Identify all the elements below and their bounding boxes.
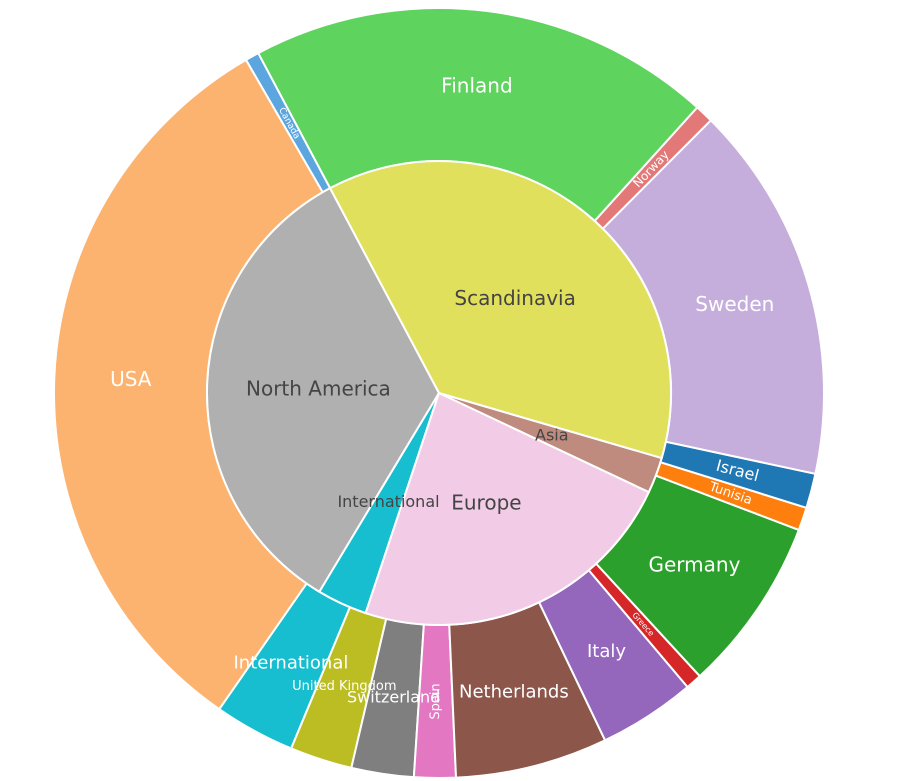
outer-label-spain: Spain — [428, 683, 443, 719]
outer-label-germany: Germany — [649, 552, 741, 576]
inner-label-asia: Asia — [535, 425, 569, 444]
inner-label-north-america: North America — [246, 376, 391, 400]
inner-segment-europe[interactable] — [364, 391, 651, 626]
outer-label-finland: Finland — [441, 73, 512, 97]
inner-segment-scandinavia[interactable] — [328, 160, 672, 460]
inner-label-international: International — [337, 492, 439, 511]
outer-label-international: International — [233, 653, 348, 674]
outer-label-switzerland: Switzerland — [347, 688, 440, 707]
inner-label-scandinavia: Scandinavia — [454, 286, 575, 310]
outer-label-sweden: Sweden — [695, 292, 774, 316]
outer-label-united-kingdom: United Kingdom — [292, 679, 396, 694]
outer-label-usa: USA — [110, 367, 152, 391]
outer-label-netherlands: Netherlands — [459, 681, 569, 702]
inner-label-europe: Europe — [451, 490, 521, 514]
outer-label-italy: Italy — [587, 641, 626, 662]
inner-segment-north-america[interactable] — [206, 186, 441, 594]
inner-ring — [206, 160, 672, 626]
outer-ring — [53, 7, 825, 779]
